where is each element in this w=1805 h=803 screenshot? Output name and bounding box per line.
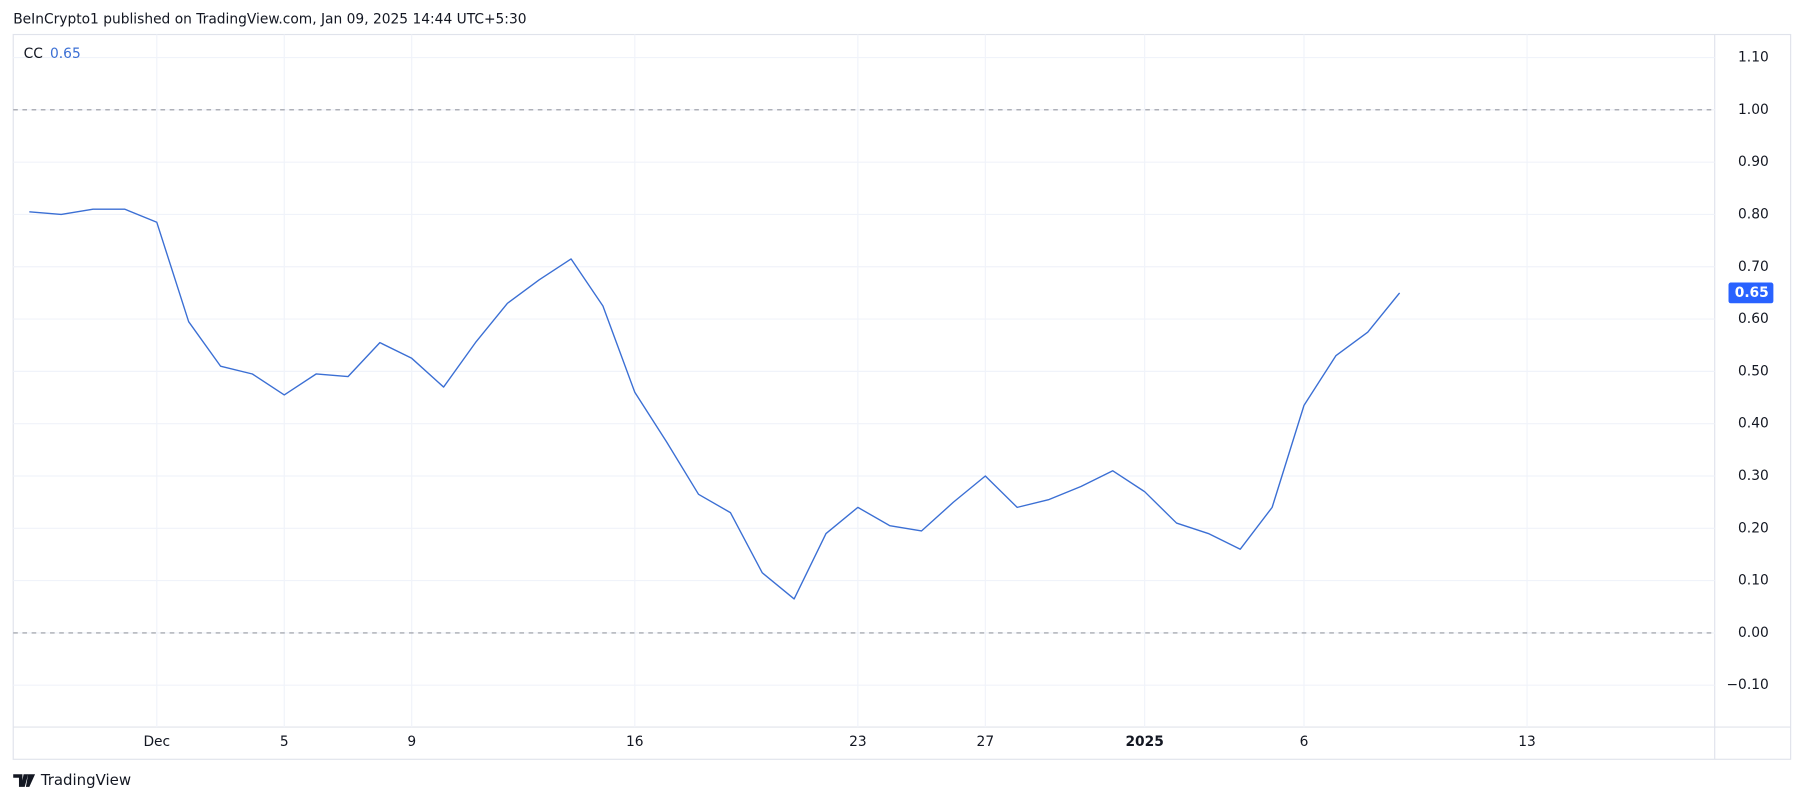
y-tick-label: 0.70 xyxy=(1738,259,1769,275)
chart-frame xyxy=(12,33,1792,760)
x-tick-label: 6 xyxy=(1300,734,1309,750)
y-tick-label: −0.10 xyxy=(1726,677,1768,693)
logo: TradingView xyxy=(13,771,131,789)
y-tick-label: 0.30 xyxy=(1738,468,1769,484)
x-tick-label: 2025 xyxy=(1125,734,1163,750)
x-tick-label: 23 xyxy=(849,734,867,750)
price-badge-label: 0.65 xyxy=(1735,285,1769,301)
x-tick-label: 9 xyxy=(407,734,416,750)
y-tick-label: 0.90 xyxy=(1738,154,1769,170)
legend-value: 0.65 xyxy=(50,46,81,62)
footer-brand: TradingView xyxy=(40,771,131,789)
y-tick-label: 0.10 xyxy=(1738,573,1769,589)
y-tick-label: 0.20 xyxy=(1738,520,1769,536)
price-badge xyxy=(1728,282,1774,304)
x-tick-label: 5 xyxy=(280,734,289,750)
x-tick-label: 16 xyxy=(626,734,644,750)
y-tick-label: 0.00 xyxy=(1738,625,1769,641)
y-tick-label: 0.60 xyxy=(1738,311,1769,327)
x-tick-label: 13 xyxy=(1518,734,1536,750)
header: BeInCrypto1 published on TradingView.com… xyxy=(13,12,526,28)
y-tick-label: 1.10 xyxy=(1738,50,1769,66)
x-tick-label: 27 xyxy=(977,734,995,750)
series-line xyxy=(29,208,1401,600)
x-tick-label: Dec xyxy=(143,734,170,750)
y-tick-label: 0.50 xyxy=(1738,363,1769,379)
logo-icon xyxy=(13,774,36,787)
y-tick-label: 1.00 xyxy=(1738,102,1769,118)
y-tick-label: 0.40 xyxy=(1738,416,1769,432)
y-tick-label: 0.80 xyxy=(1738,206,1769,222)
legend-name: CC xyxy=(24,46,43,62)
